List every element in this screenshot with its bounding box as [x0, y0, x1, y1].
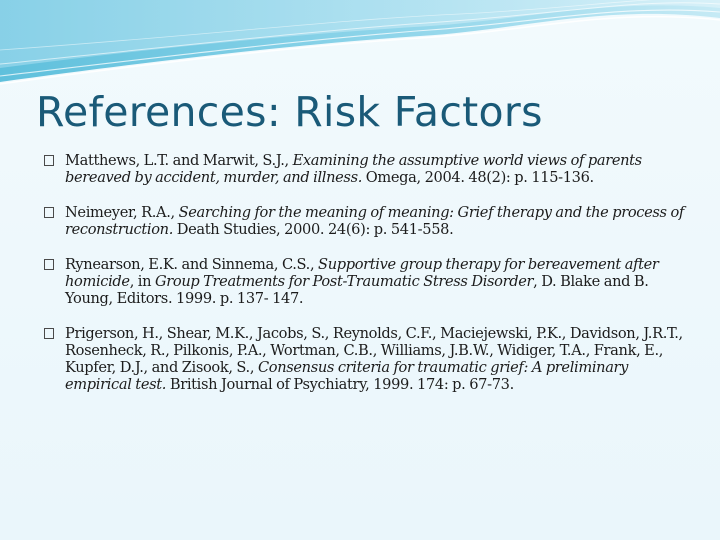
reference-item: Rynearson, E.K. and Sinnema, C.S., Suppo… [44, 256, 694, 307]
header-wave-decoration [0, 0, 720, 85]
reference-item: Matthews, L.T. and Marwit, S.J., Examini… [44, 152, 694, 186]
reference-title: Examining the assumptive world views of … [65, 152, 642, 186]
reference-authors: Neimeyer, R.A., [65, 204, 179, 221]
slide-title: References: Risk Factors [36, 88, 543, 136]
reference-source: , D. Blake and B. Young, Editors. 1999. … [65, 273, 649, 307]
reference-book-title: Group Treatments for Post-Traumatic Stre… [154, 273, 534, 290]
bullet-box-icon [44, 155, 54, 166]
reference-authors: Rynearson, E.K. and Sinnema, C.S., [65, 256, 319, 273]
reference-list: Matthews, L.T. and Marwit, S.J., Examini… [44, 152, 694, 411]
reference-authors: Matthews, L.T. and Marwit, S.J., [65, 152, 293, 169]
reference-authors: Prigerson, H., Shear, M.K., Jacobs, S., … [65, 325, 683, 376]
reference-source: Death Studies, 2000. 24(6): p. 541-558. [172, 221, 454, 238]
reference-source: , in [129, 273, 155, 290]
bullet-box-icon [44, 259, 54, 270]
reference-title: Consensus criteria for traumatic grief: … [65, 359, 629, 393]
reference-title: Supportive group therapy for bereavement… [65, 256, 659, 290]
bullet-box-icon [44, 207, 54, 218]
reference-item: Neimeyer, R.A., Searching for the meanin… [44, 204, 694, 238]
bullet-box-icon [44, 328, 54, 339]
reference-item: Prigerson, H., Shear, M.K., Jacobs, S., … [44, 325, 694, 393]
reference-source: Omega, 2004. 48(2): p. 115-136. [362, 169, 594, 186]
reference-title: Searching for the meaning of meaning: Gr… [65, 204, 684, 238]
reference-source: British Journal of Psychiatry, 1999. 174… [166, 376, 514, 393]
